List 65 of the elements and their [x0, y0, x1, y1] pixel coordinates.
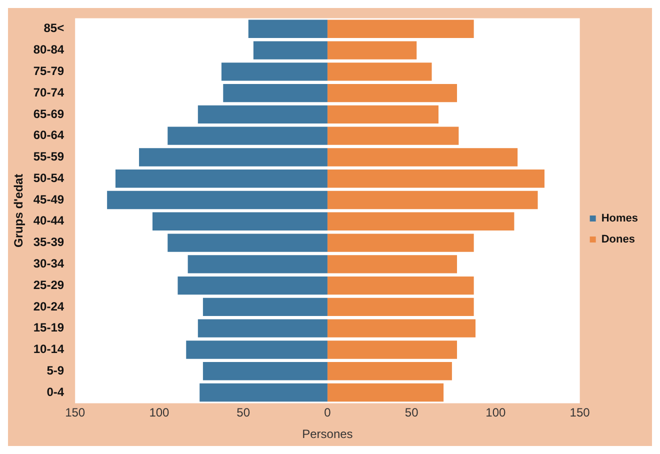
bar: [107, 190, 328, 210]
y-tick-label: 30-34: [33, 256, 64, 270]
bar: [327, 84, 458, 102]
y-tick-label: 85<: [44, 21, 64, 36]
bar: [327, 362, 452, 380]
x-axis-title: Persones: [302, 427, 353, 442]
bar: [198, 319, 328, 338]
bar: [202, 362, 328, 380]
bar: [327, 234, 474, 252]
y-tick-label: 10-14: [33, 342, 64, 356]
y-tick-label: 80-84: [33, 42, 64, 57]
y-tick-label: 5-9: [46, 363, 64, 378]
bar: [327, 20, 474, 38]
bar: [221, 62, 328, 81]
y-tick-label: 45-49: [33, 192, 64, 206]
bar: [327, 383, 444, 402]
y-tick-label: 70-74: [33, 85, 64, 100]
bar: [327, 41, 417, 60]
y-tick-label: 60-64: [33, 128, 64, 142]
bar: [327, 126, 459, 145]
legend-label: Dones: [601, 234, 635, 246]
bar: [188, 255, 328, 274]
bar: [198, 105, 328, 124]
y-tick-label: 40-44: [33, 214, 64, 228]
bar: [248, 20, 328, 38]
bar: [202, 298, 328, 316]
bar: [327, 105, 438, 124]
bar: [152, 212, 328, 230]
bar: [186, 340, 328, 359]
x-tick-label: 150: [65, 406, 86, 420]
y-tick-label: 20-24: [33, 299, 64, 314]
bar: [327, 190, 538, 210]
bar: [327, 170, 544, 188]
bar: [327, 298, 474, 316]
bar: [327, 340, 458, 359]
y-tick-label: 50-54: [33, 170, 64, 185]
bar: [327, 62, 432, 81]
x-tick-label: 100: [486, 406, 506, 420]
y-tick-label: 75-79: [33, 64, 64, 78]
y-tick-label: 65-69: [33, 106, 64, 121]
bar: [178, 276, 328, 295]
bar: [253, 41, 328, 60]
x-tick-label: 50: [404, 406, 419, 420]
y-tick-label: 55-59: [33, 150, 64, 164]
x-tick-label: 100: [149, 406, 170, 420]
bar: [168, 234, 328, 252]
x-tick-label: 0: [324, 406, 332, 420]
bar: [200, 383, 328, 402]
bar: [327, 276, 474, 295]
bar: [327, 255, 458, 274]
bar: [327, 148, 518, 166]
y-tick-label: 15-19: [33, 320, 64, 335]
bar: [168, 126, 328, 145]
bar: [139, 148, 328, 166]
bar: [327, 212, 514, 230]
bar: [223, 84, 328, 102]
bar: [115, 170, 328, 188]
bar: [327, 319, 476, 338]
y-axis-title: Grups d'edat: [12, 174, 26, 248]
y-tick-label: 0-4: [46, 384, 64, 399]
x-tick-label: 150: [570, 406, 590, 420]
y-tick-label: 25-29: [33, 278, 64, 292]
legend-label: Homes: [601, 212, 638, 225]
y-tick-label: 35-39: [33, 235, 64, 250]
x-tick-label: 50: [236, 406, 250, 420]
